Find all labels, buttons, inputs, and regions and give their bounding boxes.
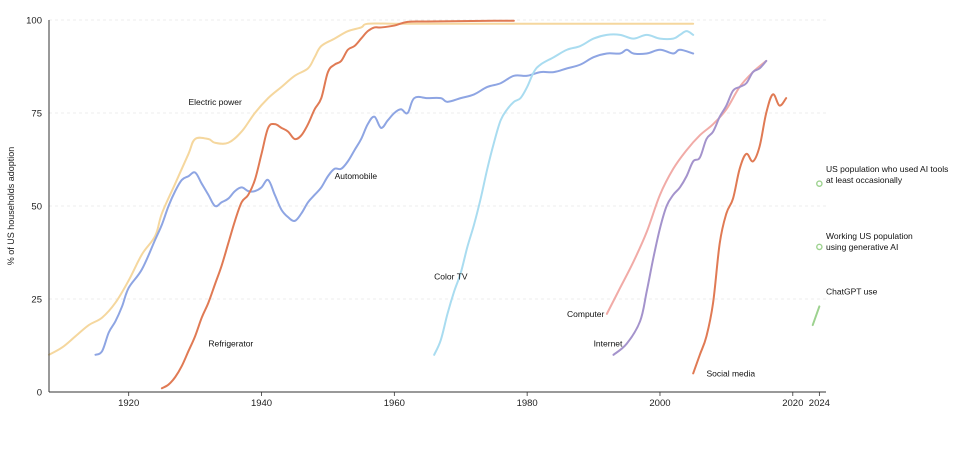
point-markers bbox=[816, 180, 823, 251]
annotation-label: US population who used AI tools at least … bbox=[826, 164, 948, 185]
annotation-label: Working US population using generative AI bbox=[826, 231, 913, 252]
series-line-automobile bbox=[94, 48, 695, 356]
gridlines bbox=[49, 19, 826, 300]
series-label-internet: Internet bbox=[594, 339, 623, 349]
x-tick-label: 1940 bbox=[251, 398, 272, 409]
series-line-internet bbox=[612, 59, 768, 356]
series-label-computer: Computer bbox=[567, 309, 604, 319]
point-marker bbox=[816, 180, 823, 187]
y-tick-label: 50 bbox=[31, 202, 42, 213]
annotation-line: using generative AI bbox=[826, 242, 898, 252]
x-tick-label: 1920 bbox=[118, 398, 139, 409]
series-label-refrigerator: Refrigerator bbox=[208, 339, 253, 349]
series-line-electric-power bbox=[48, 22, 695, 356]
series-labels: Electric power Automobile Refrigerator Colo… bbox=[188, 97, 948, 379]
series-label-automobile: Automobile bbox=[335, 171, 378, 181]
series-line-computer bbox=[605, 59, 768, 315]
series-lines bbox=[48, 19, 821, 390]
annotation-line: at least occasionally bbox=[826, 175, 903, 185]
x-tick-label: 1960 bbox=[384, 398, 405, 409]
x-tick-label: 2024 bbox=[809, 398, 830, 409]
series-line-refrigerator bbox=[160, 19, 515, 390]
series-line-social-media bbox=[692, 93, 788, 375]
x-tick-label: 2000 bbox=[649, 398, 670, 409]
axes bbox=[48, 20, 826, 393]
series-label-electric-power: Electric power bbox=[188, 97, 242, 107]
series-line-chatgpt-use bbox=[811, 305, 821, 327]
annotation-line: US population who used AI tools bbox=[826, 164, 948, 174]
x-tick-label: 1980 bbox=[517, 398, 538, 409]
y-tick-label: 75 bbox=[31, 109, 42, 120]
series-line-color-tv bbox=[433, 30, 695, 356]
annotation-line: Working US population bbox=[826, 231, 913, 241]
tick-labels: 0 25 50 75 100 1920 1940 1960 1980 2000 2020 2024 bbox=[26, 16, 830, 410]
x-tick-label: 2020 bbox=[782, 398, 803, 409]
series-label-chatgpt-use: ChatGPT use bbox=[826, 287, 878, 297]
y-axis-title: % of US households adoption bbox=[6, 147, 16, 266]
point-marker bbox=[816, 243, 823, 251]
y-tick-label: 0 bbox=[37, 388, 42, 399]
series-label-social-media: Social media bbox=[706, 368, 755, 378]
y-tick-label: 100 bbox=[26, 16, 42, 27]
series-label-color-tv: Color TV bbox=[434, 272, 468, 282]
y-tick-label: 25 bbox=[31, 295, 42, 306]
